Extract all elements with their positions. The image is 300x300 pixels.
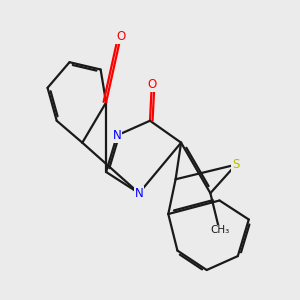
- Text: S: S: [232, 158, 240, 171]
- Text: O: O: [147, 78, 157, 91]
- Text: O: O: [116, 30, 125, 43]
- Text: N: N: [113, 129, 122, 142]
- Text: N: N: [135, 187, 143, 200]
- Text: CH₃: CH₃: [210, 226, 229, 236]
